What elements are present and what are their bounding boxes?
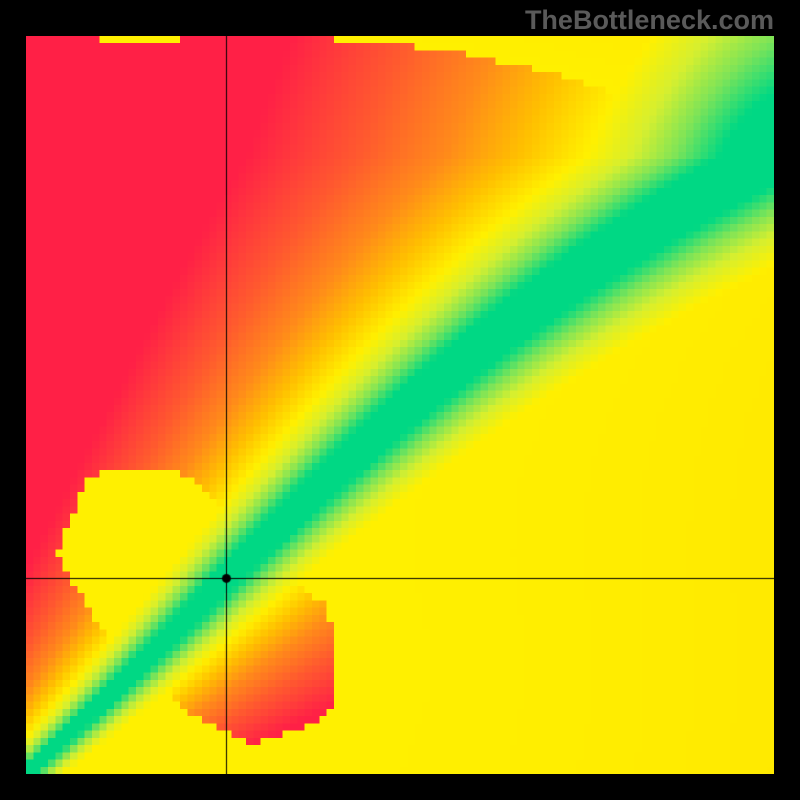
watermark-text: TheBottleneck.com bbox=[525, 5, 774, 36]
chart-root: TheBottleneck.com bbox=[0, 0, 800, 800]
crosshair-overlay bbox=[26, 36, 774, 774]
